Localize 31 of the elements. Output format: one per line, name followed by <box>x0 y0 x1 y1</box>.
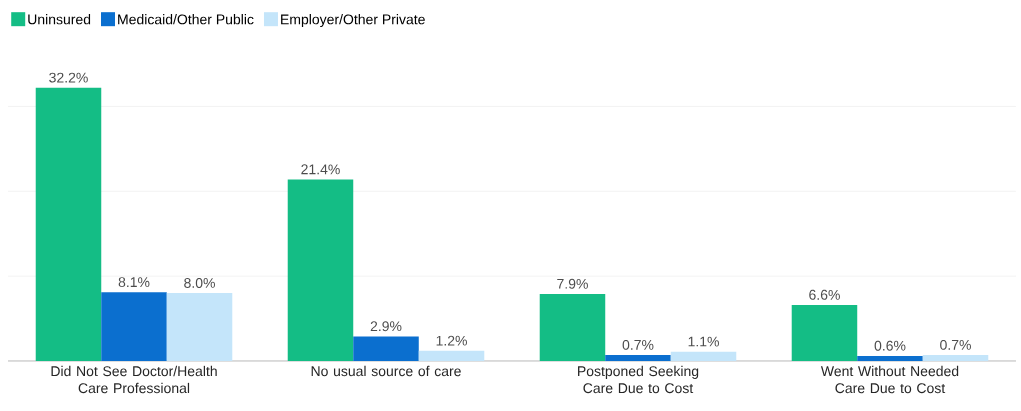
data-label: 0.6% <box>874 340 906 351</box>
x-tick-label: Postponed Seeking Care Due to Cost <box>578 365 699 394</box>
x-tick-label: No usual source of care <box>311 365 461 377</box>
bar <box>922 355 989 361</box>
data-label: 6.6% <box>809 289 840 300</box>
legend-label: Medicaid/Other Public <box>118 14 254 25</box>
data-label: 8.0% <box>184 277 215 288</box>
data-label: 7.9% <box>557 278 588 289</box>
bar <box>857 355 923 361</box>
bar <box>101 292 167 361</box>
legend-label: Employer/Other Private <box>281 14 425 28</box>
x-tick-label: Did Not See Doctor/Health Care Professional <box>51 365 217 394</box>
legend-label: Uninsured <box>28 14 91 25</box>
bar <box>353 336 419 361</box>
data-label: 1.1% <box>688 336 719 347</box>
x-tick-label: Went Without Needed Care Due to Cost <box>820 365 959 394</box>
data-label: 0.7% <box>622 339 654 350</box>
data-label: 32.2% <box>49 72 88 83</box>
data-label: 8.1% <box>118 277 150 288</box>
bar <box>791 304 858 361</box>
data-label: 0.7% <box>940 339 971 350</box>
bar <box>539 293 606 361</box>
data-label: 21.4% <box>301 164 340 175</box>
bar <box>35 87 102 361</box>
data-label: 1.2% <box>436 335 467 346</box>
bar <box>418 350 485 361</box>
bar <box>670 351 737 361</box>
data-label: 2.9% <box>370 321 402 332</box>
bar <box>166 293 233 361</box>
bar <box>287 179 354 361</box>
bar <box>605 355 671 361</box>
